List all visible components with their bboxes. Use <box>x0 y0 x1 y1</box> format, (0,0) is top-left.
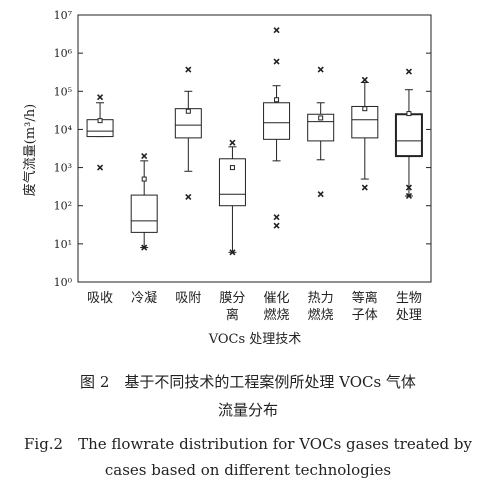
outlier-x-b <box>141 244 148 251</box>
y-tick-label: 10⁵ <box>54 85 72 98</box>
figure-caption-en-line2: cases based on different technologies <box>104 461 392 479</box>
mean-marker <box>406 111 412 117</box>
outlier-marker <box>96 164 104 171</box>
mean-marker <box>141 176 147 182</box>
x-tick-label: 离 <box>226 307 239 323</box>
outlier-x-b <box>317 191 324 198</box>
y-tick-label: 10⁴ <box>54 123 73 136</box>
outlier-marker <box>317 191 324 198</box>
outlier-x-b <box>185 193 192 200</box>
x-tick-label: 催化 <box>264 291 290 306</box>
box-item <box>86 94 114 171</box>
outlier-x-b <box>273 222 280 229</box>
mean-marker <box>97 118 103 124</box>
mean-marker <box>362 106 368 112</box>
y-tick-label: 10⁷ <box>54 9 73 22</box>
mean-marker <box>185 108 191 114</box>
figure-caption-cn-line1: 图 2 基于不同技术的工程案例所处理 VOCs 气体 <box>80 373 416 391</box>
outlier-x-b <box>273 27 280 34</box>
outlier-marker <box>317 66 324 73</box>
outlier-x-b <box>405 184 413 191</box>
x-axis-title: VOCs 处理技术 <box>208 332 302 347</box>
x-tick-label: 膜分 <box>219 291 245 306</box>
box-series <box>86 27 423 256</box>
mean-marker <box>274 97 280 103</box>
y-tick-label: 10⁶ <box>54 47 73 60</box>
outlier-marker <box>405 68 413 75</box>
box-iqr <box>351 105 379 139</box>
y-tick-label: 10⁰ <box>54 276 73 289</box>
outlier-marker <box>185 193 192 200</box>
outlier-x-b <box>405 192 413 200</box>
x-tick-label: 吸附 <box>175 291 201 306</box>
outlier-marker <box>229 249 236 256</box>
box-item <box>174 66 202 200</box>
outlier-marker <box>185 66 192 73</box>
mean-marker <box>229 165 235 171</box>
x-tick-label: 冷凝 <box>131 290 157 306</box>
outlier-x-b <box>141 153 148 160</box>
x-tick-label: 等离 <box>352 290 378 306</box>
outlier-marker <box>273 58 280 65</box>
box-iqr <box>394 113 423 158</box>
mean-marker <box>318 115 324 121</box>
outlier-x-b <box>229 139 236 146</box>
outlier-marker <box>405 184 413 191</box>
box-item <box>218 139 246 256</box>
outlier-x-b <box>229 249 236 256</box>
x-tick-label: 处理 <box>396 308 422 323</box>
outlier-marker <box>361 184 368 191</box>
outlier-x-b <box>317 66 324 73</box>
x-tick-label: 生物 <box>396 291 422 306</box>
box-item <box>351 76 379 191</box>
outlier-x-b <box>185 66 192 73</box>
outlier-marker <box>96 94 104 101</box>
x-tick-label: 吸收 <box>87 291 113 306</box>
figure-caption-cn-line2: 流量分布 <box>217 401 278 419</box>
outlier-x-b <box>96 164 104 171</box>
outlier-x-b <box>361 76 368 83</box>
y-axis: 10⁰ 10¹ 10² 10³ 10⁴ 10⁵ 10⁶ 10⁷ <box>54 9 431 289</box>
x-tick-label: 燃烧 <box>264 307 290 323</box>
outlier-marker <box>273 214 280 221</box>
plot-frame <box>77 14 432 283</box>
y-tick-label: 10¹ <box>54 238 72 251</box>
y-tick-label: 10² <box>54 200 72 213</box>
x-tick-label: 热力 <box>308 291 334 306</box>
outlier-x-b <box>405 68 413 75</box>
outlier-marker <box>141 244 148 251</box>
box-item <box>307 66 335 198</box>
box-iqr <box>130 194 158 233</box>
figure-caption-en-line1: Fig.2 The flowrate distribution for VOCs… <box>23 435 472 453</box>
outlier-marker <box>273 27 280 34</box>
box-item <box>394 68 423 200</box>
y-axis-title: 废气流量(m³/h) <box>22 104 38 196</box>
outlier-x-b <box>361 184 368 191</box>
outlier-marker <box>273 222 280 229</box>
x-tick-label: 燃烧 <box>308 307 334 323</box>
y-tick-label: 10³ <box>54 162 72 175</box>
box-item <box>130 153 158 251</box>
outlier-x-b <box>273 58 280 65</box>
outlier-x-b <box>96 94 104 101</box>
box-item <box>263 27 291 229</box>
outlier-marker <box>229 139 236 146</box>
box-iqr <box>263 102 291 140</box>
x-tick-label: 子体 <box>352 308 378 323</box>
outlier-x-b <box>273 214 280 221</box>
outlier-marker <box>141 153 148 160</box>
outlier-marker <box>405 192 413 200</box>
outlier-marker <box>361 76 368 83</box>
